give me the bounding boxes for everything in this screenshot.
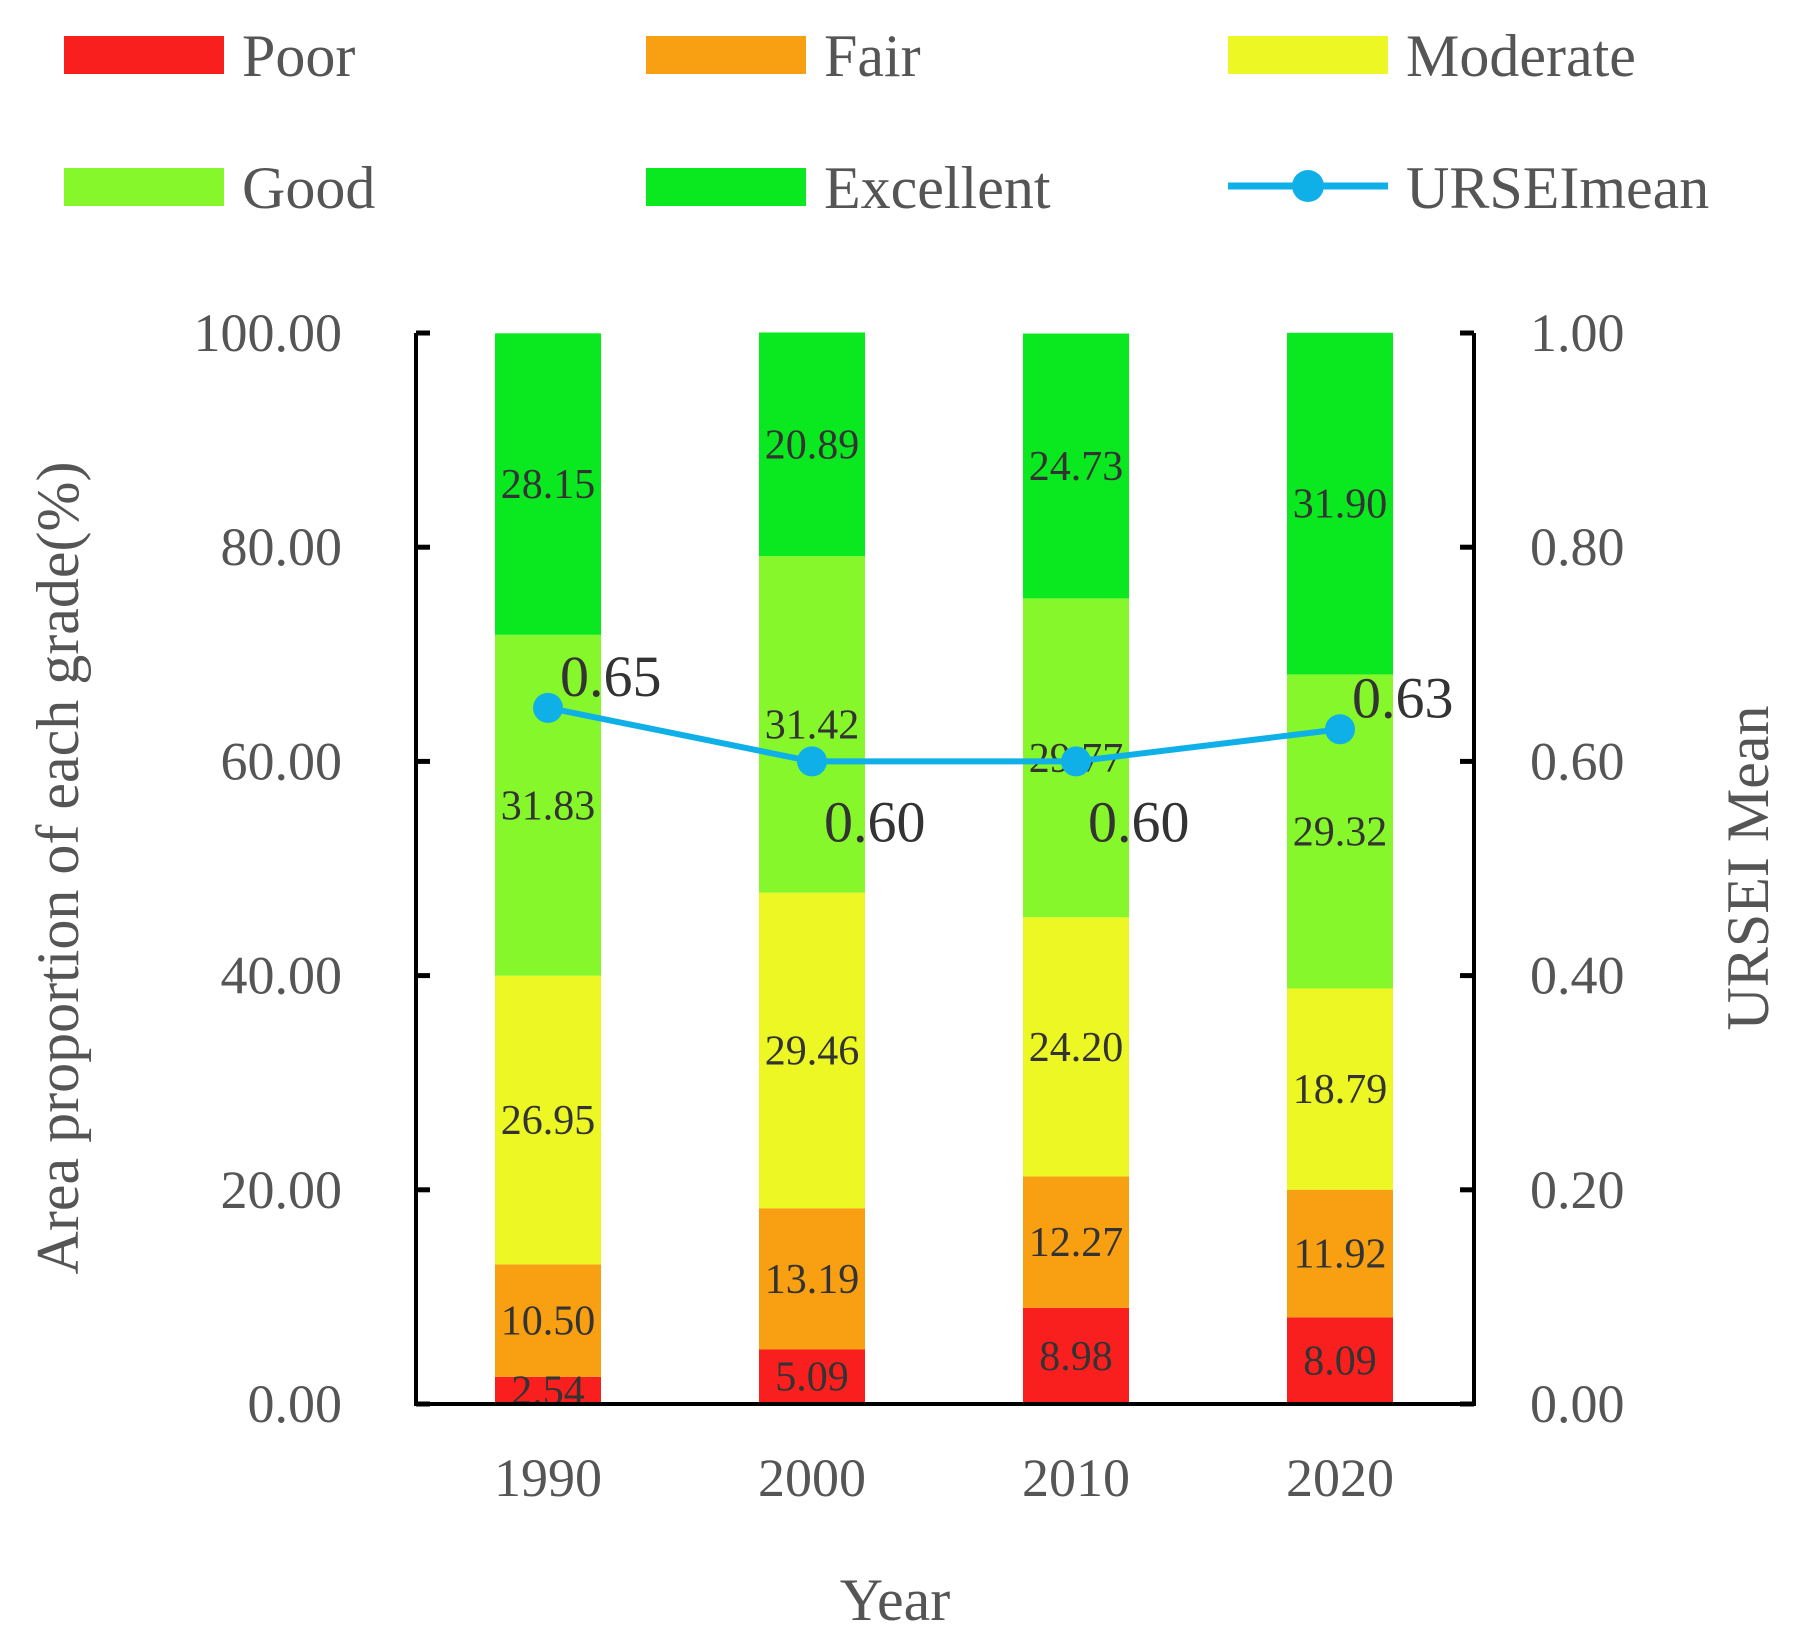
- bar-segment-label: 8.98: [1039, 1334, 1113, 1380]
- bar-segment-excellent: [759, 332, 865, 557]
- right-y-tick-label: 0.40: [1530, 946, 1625, 1006]
- y2-axis-title: URSEI Mean: [1715, 706, 1781, 1031]
- bar-segment-label: 5.09: [775, 1355, 849, 1401]
- right-y-tick-label: 0.00: [1530, 1374, 1625, 1434]
- axis-ticks: 0.00 0.00 20.00 0.20 40.00 0.40 60.00 0.60 80.00…: [194, 303, 1625, 1508]
- bar-segment-excellent: [495, 333, 601, 635]
- bar-segment-label: 28.15: [501, 462, 596, 508]
- bar-segment-fair: [759, 1208, 865, 1350]
- x-tick-label: 1990: [494, 1448, 602, 1508]
- right-y-tick-label: 0.80: [1530, 517, 1625, 577]
- legend-swatch-moderate: [1228, 36, 1388, 74]
- bar-segment-moderate: [495, 975, 601, 1265]
- bar-segment-label: 13.19: [765, 1257, 860, 1303]
- right-y-tick-label: 0.20: [1530, 1160, 1625, 1220]
- bar-segment-moderate: [1023, 917, 1129, 1177]
- urseimean-line-layer: 0.65 0.60 0.60 0.63: [533, 644, 1454, 854]
- legend-swatch-fair: [646, 36, 806, 74]
- right-y-tick-label: 1.00: [1530, 303, 1625, 363]
- bar-segment-poor: [495, 1376, 601, 1404]
- bar-segment-excellent: [1287, 332, 1393, 675]
- left-y-tick-label: 0.00: [248, 1374, 343, 1434]
- bar-segment-label: 24.20: [1029, 1025, 1124, 1071]
- bar-segment-poor: [1287, 1317, 1393, 1404]
- left-y-tick-label: 60.00: [221, 731, 343, 791]
- x-tick-label: 2010: [1022, 1448, 1130, 1508]
- x-tick-label: 2020: [1286, 1448, 1394, 1508]
- segment-labels: 2.54 10.50 26.95 31.83 28.15 5.09 13.19 29.46 31…: [501, 422, 1388, 1414]
- left-y-tick-label: 20.00: [221, 1160, 343, 1220]
- bar-segment-excellent: [1023, 333, 1129, 599]
- legend-label-fair: Fair: [824, 23, 921, 89]
- stacked-bars: [495, 332, 1393, 1404]
- legend-swatch-excellent: [646, 168, 806, 206]
- bar-segment-label: 26.95: [501, 1098, 596, 1144]
- legend-label-moderate: Moderate: [1406, 23, 1636, 89]
- left-y-tick-label: 100.00: [194, 303, 343, 363]
- bar-segment-label: 29.32: [1293, 809, 1388, 855]
- y-axis-title: Area proportion of each grade(%): [25, 462, 91, 1275]
- bar-segment-fair: [1287, 1189, 1393, 1318]
- bar-segment-label: 18.79: [1293, 1067, 1388, 1113]
- bar-segment-label: 12.27: [1029, 1220, 1124, 1266]
- urseimean-point: [1325, 714, 1355, 745]
- bar-segment-label: 31.83: [501, 783, 596, 829]
- right-y-tick-label: 0.60: [1530, 731, 1625, 791]
- urseimean-point: [533, 692, 563, 723]
- bar-segment-label: 8.09: [1303, 1339, 1377, 1385]
- urseimean-point: [797, 746, 827, 777]
- bar-segment-label: 31.90: [1293, 482, 1388, 528]
- x-tick-label: 2000: [758, 1448, 866, 1508]
- left-y-tick-label: 40.00: [221, 946, 343, 1006]
- legend-label-poor: Poor: [242, 23, 355, 89]
- legend-label-good: Good: [242, 155, 375, 221]
- bar-segment-label: 24.73: [1029, 444, 1124, 490]
- urseimean-point-label: 0.60: [1088, 789, 1190, 854]
- bar-segment-fair: [495, 1264, 601, 1377]
- legend-label-urseimean: URSEImean: [1406, 155, 1709, 221]
- bar-segment-good: [759, 556, 865, 893]
- x-axis-title: Year: [840, 1567, 951, 1633]
- urseimean-point-label: 0.60: [824, 789, 926, 854]
- bar-segment-label: 2.54: [511, 1368, 585, 1414]
- axes: [414, 333, 1476, 1406]
- bar-segment-label: 10.50: [501, 1299, 596, 1345]
- bar-segment-label: 11.92: [1294, 1232, 1387, 1278]
- legend-swatch-marker-urseimean: [1292, 170, 1324, 202]
- bar-segment-label: 29.46: [765, 1028, 860, 1074]
- legend-label-excellent: Excellent: [824, 155, 1051, 221]
- urseimean-point: [1061, 746, 1091, 777]
- bar-segment-moderate: [1287, 988, 1393, 1190]
- bar-segment-poor: [759, 1349, 865, 1404]
- legend-swatch-good: [64, 168, 224, 206]
- bar-segment-moderate: [759, 892, 865, 1209]
- bar-segment-label: 20.89: [765, 422, 860, 468]
- legend: Poor Fair Moderate Good Excellent URSEImean: [64, 23, 1709, 221]
- urseimean-point-label: 0.63: [1352, 665, 1454, 730]
- bar-segment-label: 31.42: [765, 702, 860, 748]
- bar-segment-poor: [1023, 1307, 1129, 1404]
- urseimean-line: [547, 704, 1341, 765]
- legend-swatch-poor: [64, 36, 224, 74]
- bar-segment-fair: [1023, 1176, 1129, 1308]
- left-y-tick-label: 80.00: [221, 517, 343, 577]
- bar-segment-good: [495, 634, 601, 976]
- urseimean-point-label: 0.65: [560, 644, 662, 709]
